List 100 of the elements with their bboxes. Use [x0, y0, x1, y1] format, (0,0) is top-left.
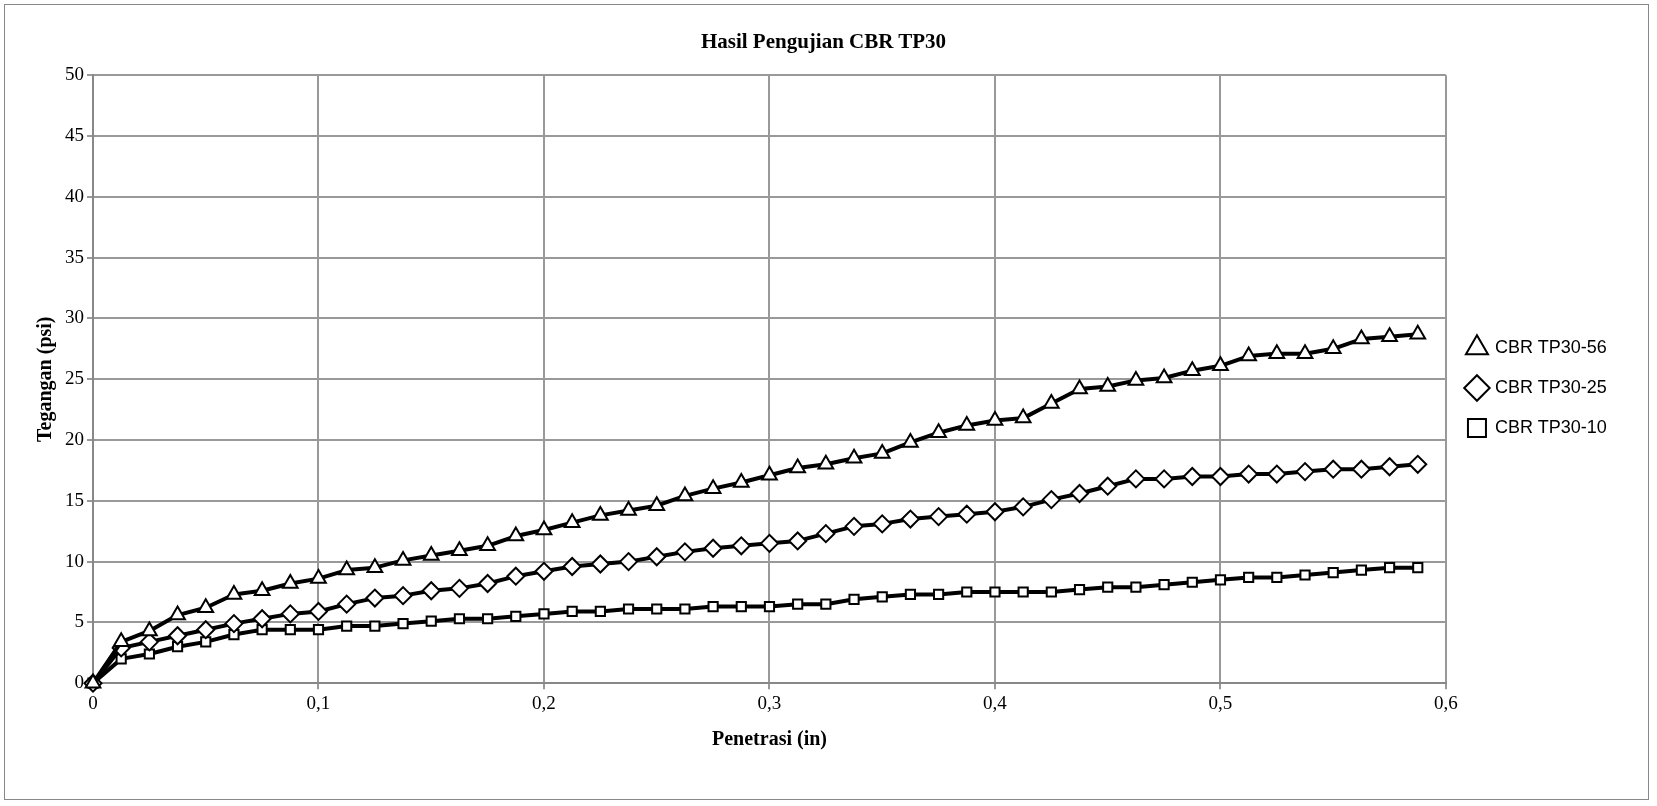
point — [1243, 571, 1255, 583]
y-tick-label: 10 — [65, 549, 84, 571]
point — [876, 591, 888, 603]
point — [679, 603, 691, 615]
point — [930, 423, 947, 438]
point — [619, 552, 639, 572]
point — [252, 609, 272, 629]
point — [989, 586, 1001, 598]
point — [312, 624, 325, 636]
point — [200, 636, 212, 648]
point — [1327, 566, 1339, 579]
point — [731, 536, 751, 556]
point — [1155, 368, 1173, 384]
point — [479, 536, 496, 552]
point — [482, 613, 494, 625]
point — [1296, 344, 1314, 359]
y-tick-label: 40 — [65, 184, 84, 206]
point — [308, 601, 328, 621]
x-tick-label: 0,2 — [532, 691, 556, 713]
point — [478, 573, 498, 593]
point — [566, 605, 578, 618]
point — [1014, 408, 1032, 424]
point — [961, 586, 973, 598]
point — [280, 604, 300, 624]
point — [365, 588, 385, 608]
point — [1127, 370, 1145, 386]
point — [534, 561, 554, 581]
point — [848, 593, 860, 605]
point — [958, 415, 976, 431]
point — [366, 558, 384, 573]
y-tick-label: 0 — [74, 671, 84, 693]
y-axis-title: Tegangan (psi) — [33, 316, 57, 442]
point — [1214, 574, 1227, 586]
y-tick-label: 50 — [65, 63, 84, 85]
point — [703, 538, 723, 558]
point — [651, 603, 663, 615]
point — [224, 614, 244, 634]
point — [510, 610, 522, 622]
point — [1353, 329, 1370, 345]
point — [1154, 469, 1174, 489]
point — [453, 613, 466, 625]
point — [904, 588, 917, 601]
point — [816, 524, 836, 544]
point — [735, 601, 747, 613]
point — [707, 601, 719, 613]
point — [1210, 466, 1230, 486]
point — [759, 533, 779, 553]
point — [253, 581, 271, 597]
point — [1239, 464, 1259, 484]
point — [763, 601, 776, 613]
point — [451, 541, 468, 556]
point — [538, 608, 550, 620]
point — [310, 569, 327, 584]
point — [1017, 586, 1029, 598]
x-tick-label: 0,3 — [757, 691, 782, 713]
point — [421, 581, 441, 601]
point — [1041, 490, 1061, 510]
point — [844, 516, 864, 536]
point — [1409, 324, 1427, 340]
point — [1045, 586, 1057, 598]
x-tick-label: 0 — [88, 691, 98, 713]
point — [873, 443, 891, 459]
point — [397, 618, 409, 630]
x-tick-label: 0,4 — [983, 691, 1008, 713]
point — [338, 560, 356, 576]
point — [676, 486, 694, 502]
point — [1212, 356, 1229, 372]
point — [590, 554, 610, 574]
point — [761, 465, 778, 481]
point — [675, 542, 695, 562]
point — [732, 473, 750, 488]
point — [1158, 579, 1170, 591]
point — [1071, 379, 1088, 395]
point — [393, 586, 413, 606]
point — [425, 615, 437, 627]
point — [1102, 581, 1114, 593]
point — [704, 479, 722, 494]
point — [394, 550, 412, 566]
point — [986, 411, 1004, 426]
point — [902, 432, 919, 448]
point — [449, 578, 469, 598]
point — [620, 501, 637, 516]
point — [594, 605, 606, 618]
point — [900, 509, 920, 529]
point — [622, 603, 635, 615]
point — [1383, 562, 1396, 574]
point — [1070, 484, 1090, 503]
legend-label: CBR TP30-10 — [1494, 416, 1607, 437]
x-axis-title: Penetrasi (in) — [711, 727, 827, 751]
point — [820, 598, 832, 610]
point — [1412, 562, 1424, 574]
x-tick-label: 0,6 — [1434, 691, 1458, 713]
point — [563, 513, 581, 528]
point — [1183, 361, 1201, 376]
point — [792, 598, 804, 610]
point — [788, 531, 808, 551]
point — [592, 505, 609, 521]
point — [1295, 462, 1315, 482]
point — [168, 626, 188, 646]
point — [1355, 564, 1367, 576]
